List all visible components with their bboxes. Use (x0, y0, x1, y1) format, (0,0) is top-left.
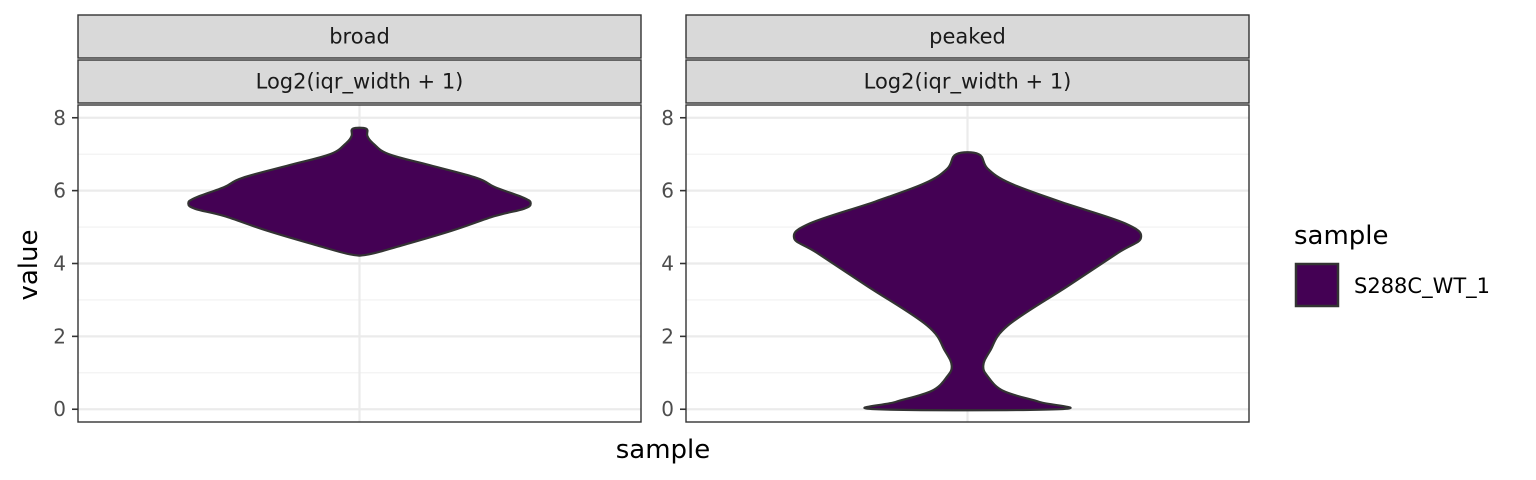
violin-S288C_WT_1-0 (187, 126, 532, 257)
facet-strip-0-0 (77, 14, 642, 59)
legend-key-swatch (1294, 262, 1340, 308)
facet-panel-0: broad Log2(iqr_width + 1) 0 2 4 6 8 (53, 14, 642, 423)
y-tick-label: 2 (661, 324, 674, 348)
legend-item-label: S288C_WT_1 (1354, 274, 1490, 299)
y-tick-label: 6 (53, 179, 66, 203)
y-tick-label: 2 (53, 324, 66, 348)
y-tick-label: 8 (661, 106, 674, 130)
y-axis-title: value (14, 229, 44, 300)
legend: sample S288C_WT_1 (1294, 221, 1490, 308)
y-tick-label: 6 (661, 179, 674, 203)
y-tick-label: 4 (53, 252, 66, 276)
y-tick-label: 0 (53, 397, 66, 421)
facet-layer: broad Log2(iqr_width + 1) 0 2 4 6 8 peaked Log2(… (53, 14, 1250, 423)
facet-strip-label-1-0: peaked (929, 25, 1006, 49)
facet-strip-label-0-0: broad (329, 25, 390, 49)
panel-border-0 (77, 104, 642, 423)
facet-strip-0-1 (77, 59, 642, 104)
legend-title: sample (1294, 221, 1389, 251)
violin-S288C_WT_1-1 (792, 151, 1143, 412)
x-axis-title: sample (616, 435, 711, 465)
y-tick-label: 8 (53, 106, 66, 130)
facet-strip-label-1-1: Log2(iqr_width + 1) (864, 70, 1072, 95)
facet-strip-1-0 (685, 14, 1250, 59)
facet-strip-label-0-1: Log2(iqr_width + 1) (256, 70, 464, 95)
y-tick-label: 0 (661, 397, 674, 421)
y-tick-label: 4 (661, 252, 674, 276)
facet-strip-1-1 (685, 59, 1250, 104)
facet-panel-1: peaked Log2(iqr_width + 1) 0 2 4 6 8 (661, 14, 1250, 423)
panel-border-1 (685, 104, 1250, 423)
